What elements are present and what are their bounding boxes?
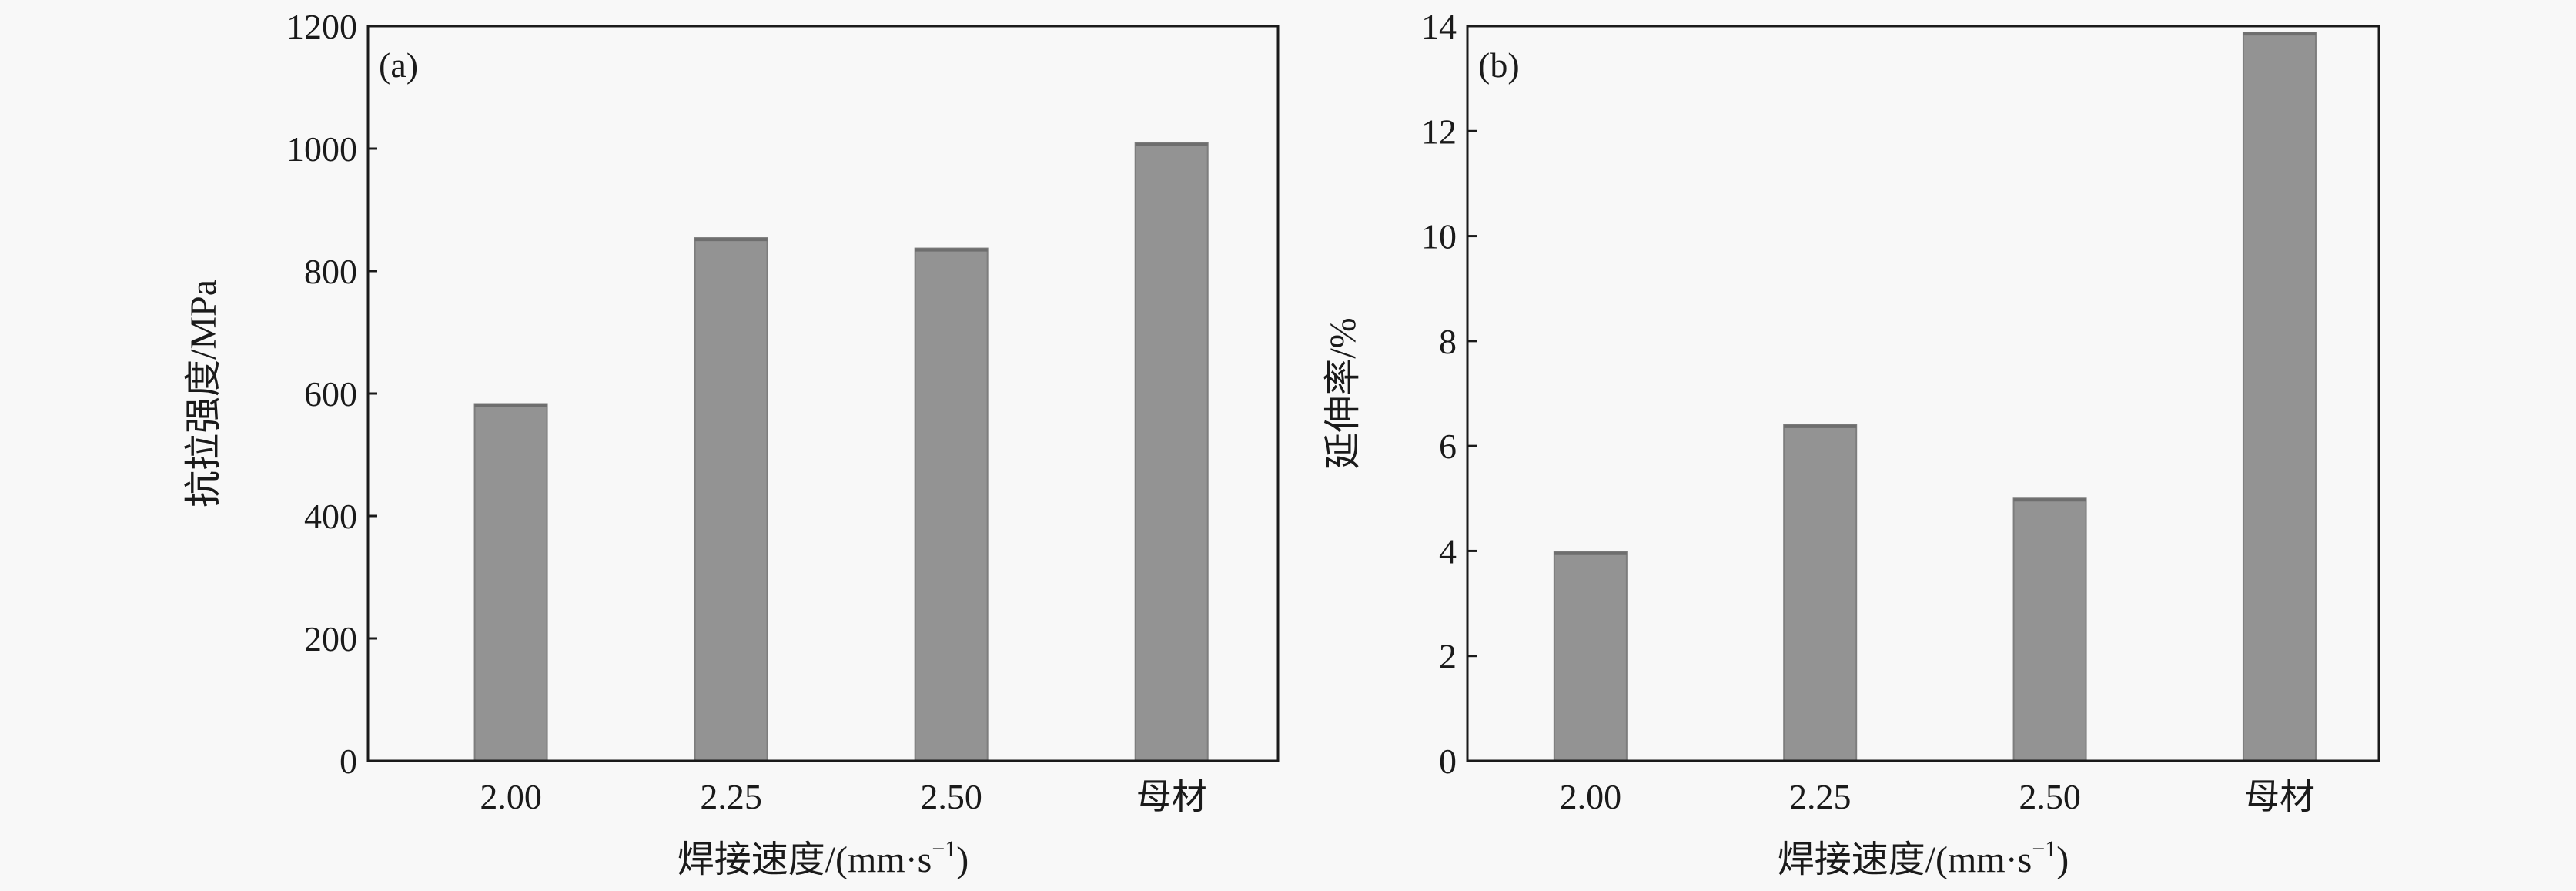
y-tick-label: 200 [304,619,357,658]
y-axis-label: 抗拉强度/MPa [183,280,224,507]
y-tick-label: 10 [1421,217,1457,256]
x-tick-label: 2.00 [1560,777,1622,816]
x-axis-label-sup: −1 [932,836,956,862]
x-tick-label: 母材 [1136,777,1207,816]
chart-panel-a: 2.00 2.25 2.50 母材 0 200 400 600 800 1000 1200 (a) 焊接… [183,7,1280,880]
y-tick-label: 0 [340,742,357,781]
x-tick-label: 2.00 [480,777,542,816]
y-tick-label: 14 [1421,7,1457,46]
y-tick-label: 6 [1439,427,1457,466]
y-tick-label: 600 [304,374,357,414]
x-tick-label: 2.50 [920,777,982,816]
x-axis-label-tail: ) [2056,839,2069,880]
bar [2242,32,2317,762]
x-axis-label-main: 焊接速度/(mm·s [1778,839,2032,880]
x-tick-label: 2.25 [700,777,762,816]
bar [914,247,989,762]
y-tick-label: 2 [1439,637,1457,676]
bar [1553,551,1628,762]
y-axis-label: 延伸率/% [1323,317,1363,469]
x-axis-label-tail: ) [956,839,969,880]
y-tick-label: 800 [304,252,357,291]
x-axis-label: 焊接速度/(mm·s−1) [1778,836,2069,880]
y-tick-label: 0 [1439,742,1457,781]
x-tick-label: 2.50 [2019,777,2081,816]
y-tick-label: 8 [1439,322,1457,361]
y-tick-label: 400 [304,497,357,536]
chart-panel-b: 2.00 2.25 2.50 母材 0 2 4 6 8 10 12 14 (b) 焊接速度/(mm·s−1… [1323,7,2380,880]
bar [2012,497,2087,762]
x-tick-label: 2.25 [1789,777,1852,816]
x-axis-label-sup: −1 [2032,836,2056,862]
bar [1783,424,1858,762]
y-tick-label: 12 [1421,112,1457,151]
plot-frame [1466,25,2380,762]
x-axis-label: 焊接速度/(mm·s−1) [677,836,969,880]
bar [473,403,548,762]
x-tick-label: 母材 [2244,777,2315,816]
y-tick-label: 1200 [286,7,357,46]
x-axis-label-main: 焊接速度/(mm·s [677,839,932,880]
bar [1134,142,1209,762]
bar [694,237,768,762]
y-tick-label: 4 [1439,531,1457,571]
panel-label: (b) [1478,45,1520,85]
panel-label: (a) [379,45,418,85]
y-tick-label: 1000 [286,129,357,169]
